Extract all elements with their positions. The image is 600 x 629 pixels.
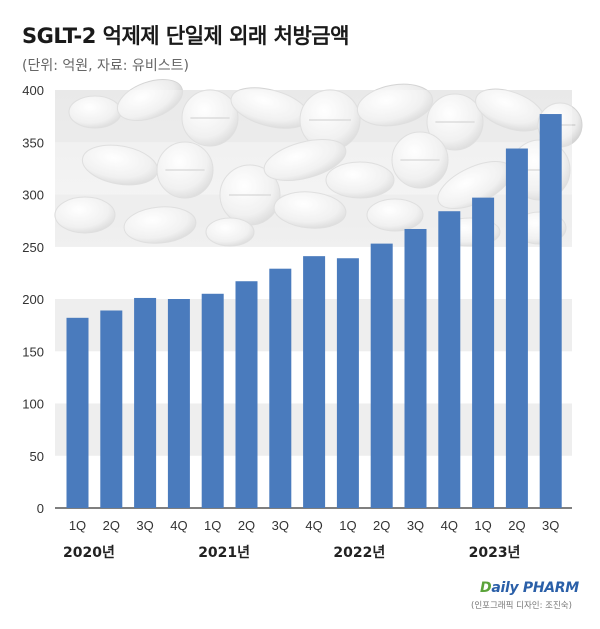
bar-13 bbox=[472, 197, 495, 508]
x-tick-label: 1Q bbox=[474, 518, 491, 533]
pill-image bbox=[356, 83, 434, 127]
design-credit: (인포그래픽 디자인: 조진숙) bbox=[471, 601, 572, 611]
bar-6 bbox=[235, 281, 258, 508]
bar-11 bbox=[404, 228, 427, 509]
y-tick-label: 50 bbox=[30, 449, 44, 464]
x-tick-label: 2Q bbox=[508, 518, 525, 533]
y-tick-label: 400 bbox=[22, 83, 44, 98]
pill-image bbox=[325, 161, 395, 199]
pill-image bbox=[123, 206, 197, 244]
y-tick-label: 100 bbox=[22, 397, 44, 412]
y-tick-label: 300 bbox=[22, 188, 44, 203]
x-tick-label: 3Q bbox=[272, 518, 289, 533]
chart-title: SGLT-2 억제제 단일제 외래 처방금액 bbox=[22, 24, 349, 48]
year-label: 2023년 bbox=[469, 545, 521, 561]
bar-12 bbox=[438, 211, 461, 508]
bar-1 bbox=[66, 317, 89, 508]
bar-5 bbox=[201, 293, 224, 508]
y-tick-label: 200 bbox=[22, 292, 44, 307]
x-tick-label: 4Q bbox=[170, 518, 187, 533]
x-axis: 1Q 2Q 3Q 4Q 1Q 2Q 3Q 4Q 1Q 2Q 3Q 4Q 1Q 2Q 3Q 2020년 2021년… bbox=[63, 518, 559, 561]
x-tick-label: 3Q bbox=[407, 518, 424, 533]
x-tick-label: 1Q bbox=[339, 518, 356, 533]
bar-2 bbox=[100, 310, 123, 508]
x-tick-label: 2Q bbox=[103, 518, 120, 533]
y-tick-label: 150 bbox=[22, 344, 44, 359]
bar-14 bbox=[505, 148, 528, 508]
x-tick-label: 2Q bbox=[373, 518, 390, 533]
x-tick-label: 3Q bbox=[136, 518, 153, 533]
year-label: 2021년 bbox=[198, 545, 250, 561]
x-tick-label: 1Q bbox=[204, 518, 221, 533]
dailypharm-logo: Daily PHARM bbox=[480, 580, 579, 596]
pill-image bbox=[263, 138, 347, 182]
x-tick-label: 4Q bbox=[305, 518, 322, 533]
bar-7 bbox=[269, 268, 292, 508]
bar-4 bbox=[167, 299, 190, 508]
chart-subtitle: (단위: 억원, 자료: 유비스트) bbox=[22, 58, 189, 74]
x-tick-label: 4Q bbox=[441, 518, 458, 533]
bar-3 bbox=[134, 297, 157, 508]
pill-image bbox=[116, 78, 184, 122]
year-label: 2020년 bbox=[63, 545, 115, 561]
x-tick-label: 1Q bbox=[69, 518, 86, 533]
pill-image bbox=[273, 191, 347, 229]
y-tick-label: 350 bbox=[22, 135, 44, 150]
y-tick-label: 0 bbox=[37, 501, 44, 516]
bars bbox=[66, 114, 562, 509]
pill-image bbox=[54, 196, 116, 234]
bar-15 bbox=[539, 114, 562, 508]
bar-10 bbox=[370, 243, 393, 509]
x-tick-label: 2Q bbox=[238, 518, 255, 533]
bar-8 bbox=[303, 256, 326, 508]
pill-image bbox=[205, 217, 255, 247]
brand-text: aily PHARM bbox=[491, 580, 579, 596]
brand-initial: D bbox=[480, 580, 492, 596]
year-label: 2022년 bbox=[333, 545, 385, 561]
pill-image bbox=[366, 198, 424, 232]
y-tick-label: 250 bbox=[22, 240, 44, 255]
x-tick-label: 3Q bbox=[542, 518, 559, 533]
bar-9 bbox=[336, 258, 359, 508]
pill-photo-background bbox=[54, 78, 583, 247]
